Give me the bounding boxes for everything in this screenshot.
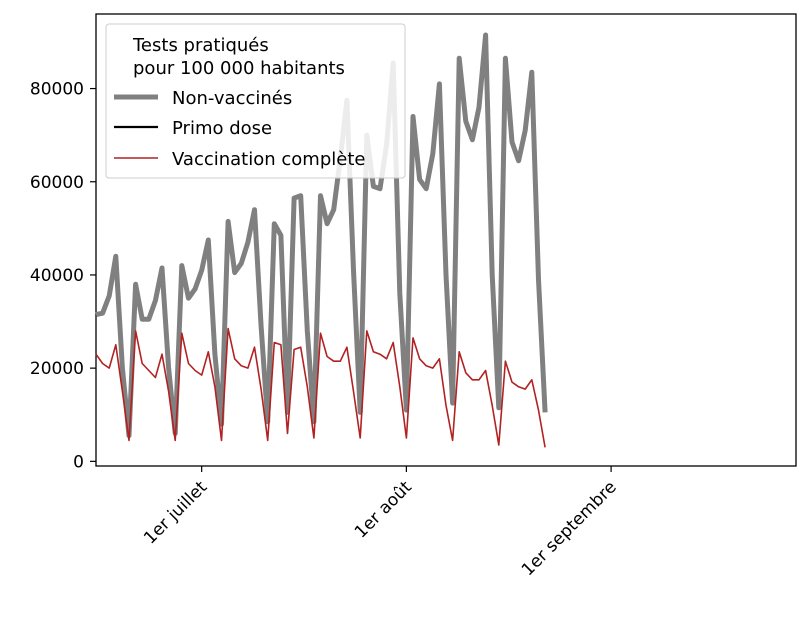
series-layer: [95, 32, 548, 448]
legend-label-vaccination-complete: Vaccination complète: [172, 149, 365, 170]
x-tick-label: 1er septembre: [518, 477, 621, 580]
series-line-2: [95, 327, 546, 448]
x-tick-label: 1er août: [351, 477, 416, 542]
y-axis: 0 20000 40000 60000 80000: [30, 80, 96, 472]
legend-label-primo-dose: Primo dose: [172, 118, 272, 139]
x-tick-label: 1er juillet: [140, 477, 211, 548]
y-tick-label: 0: [73, 452, 84, 472]
series-line-0: [95, 32, 548, 439]
y-tick-label: 40000: [30, 266, 84, 286]
legend-title-line-2: pour 100 000 habitants: [133, 58, 345, 79]
legend: Tests pratiqués pour 100 000 habitants N…: [105, 23, 406, 179]
x-axis: 1er juillet 1er août 1er septembre: [140, 466, 621, 580]
y-tick-label: 60000: [30, 173, 84, 193]
legend-label-non-vaccines: Non-vaccinés: [172, 88, 292, 109]
y-tick-label: 20000: [30, 359, 84, 379]
legend-title-line-1: Tests pratiqués: [132, 35, 269, 56]
y-tick-label: 80000: [30, 80, 84, 100]
legend-box: [105, 23, 406, 179]
